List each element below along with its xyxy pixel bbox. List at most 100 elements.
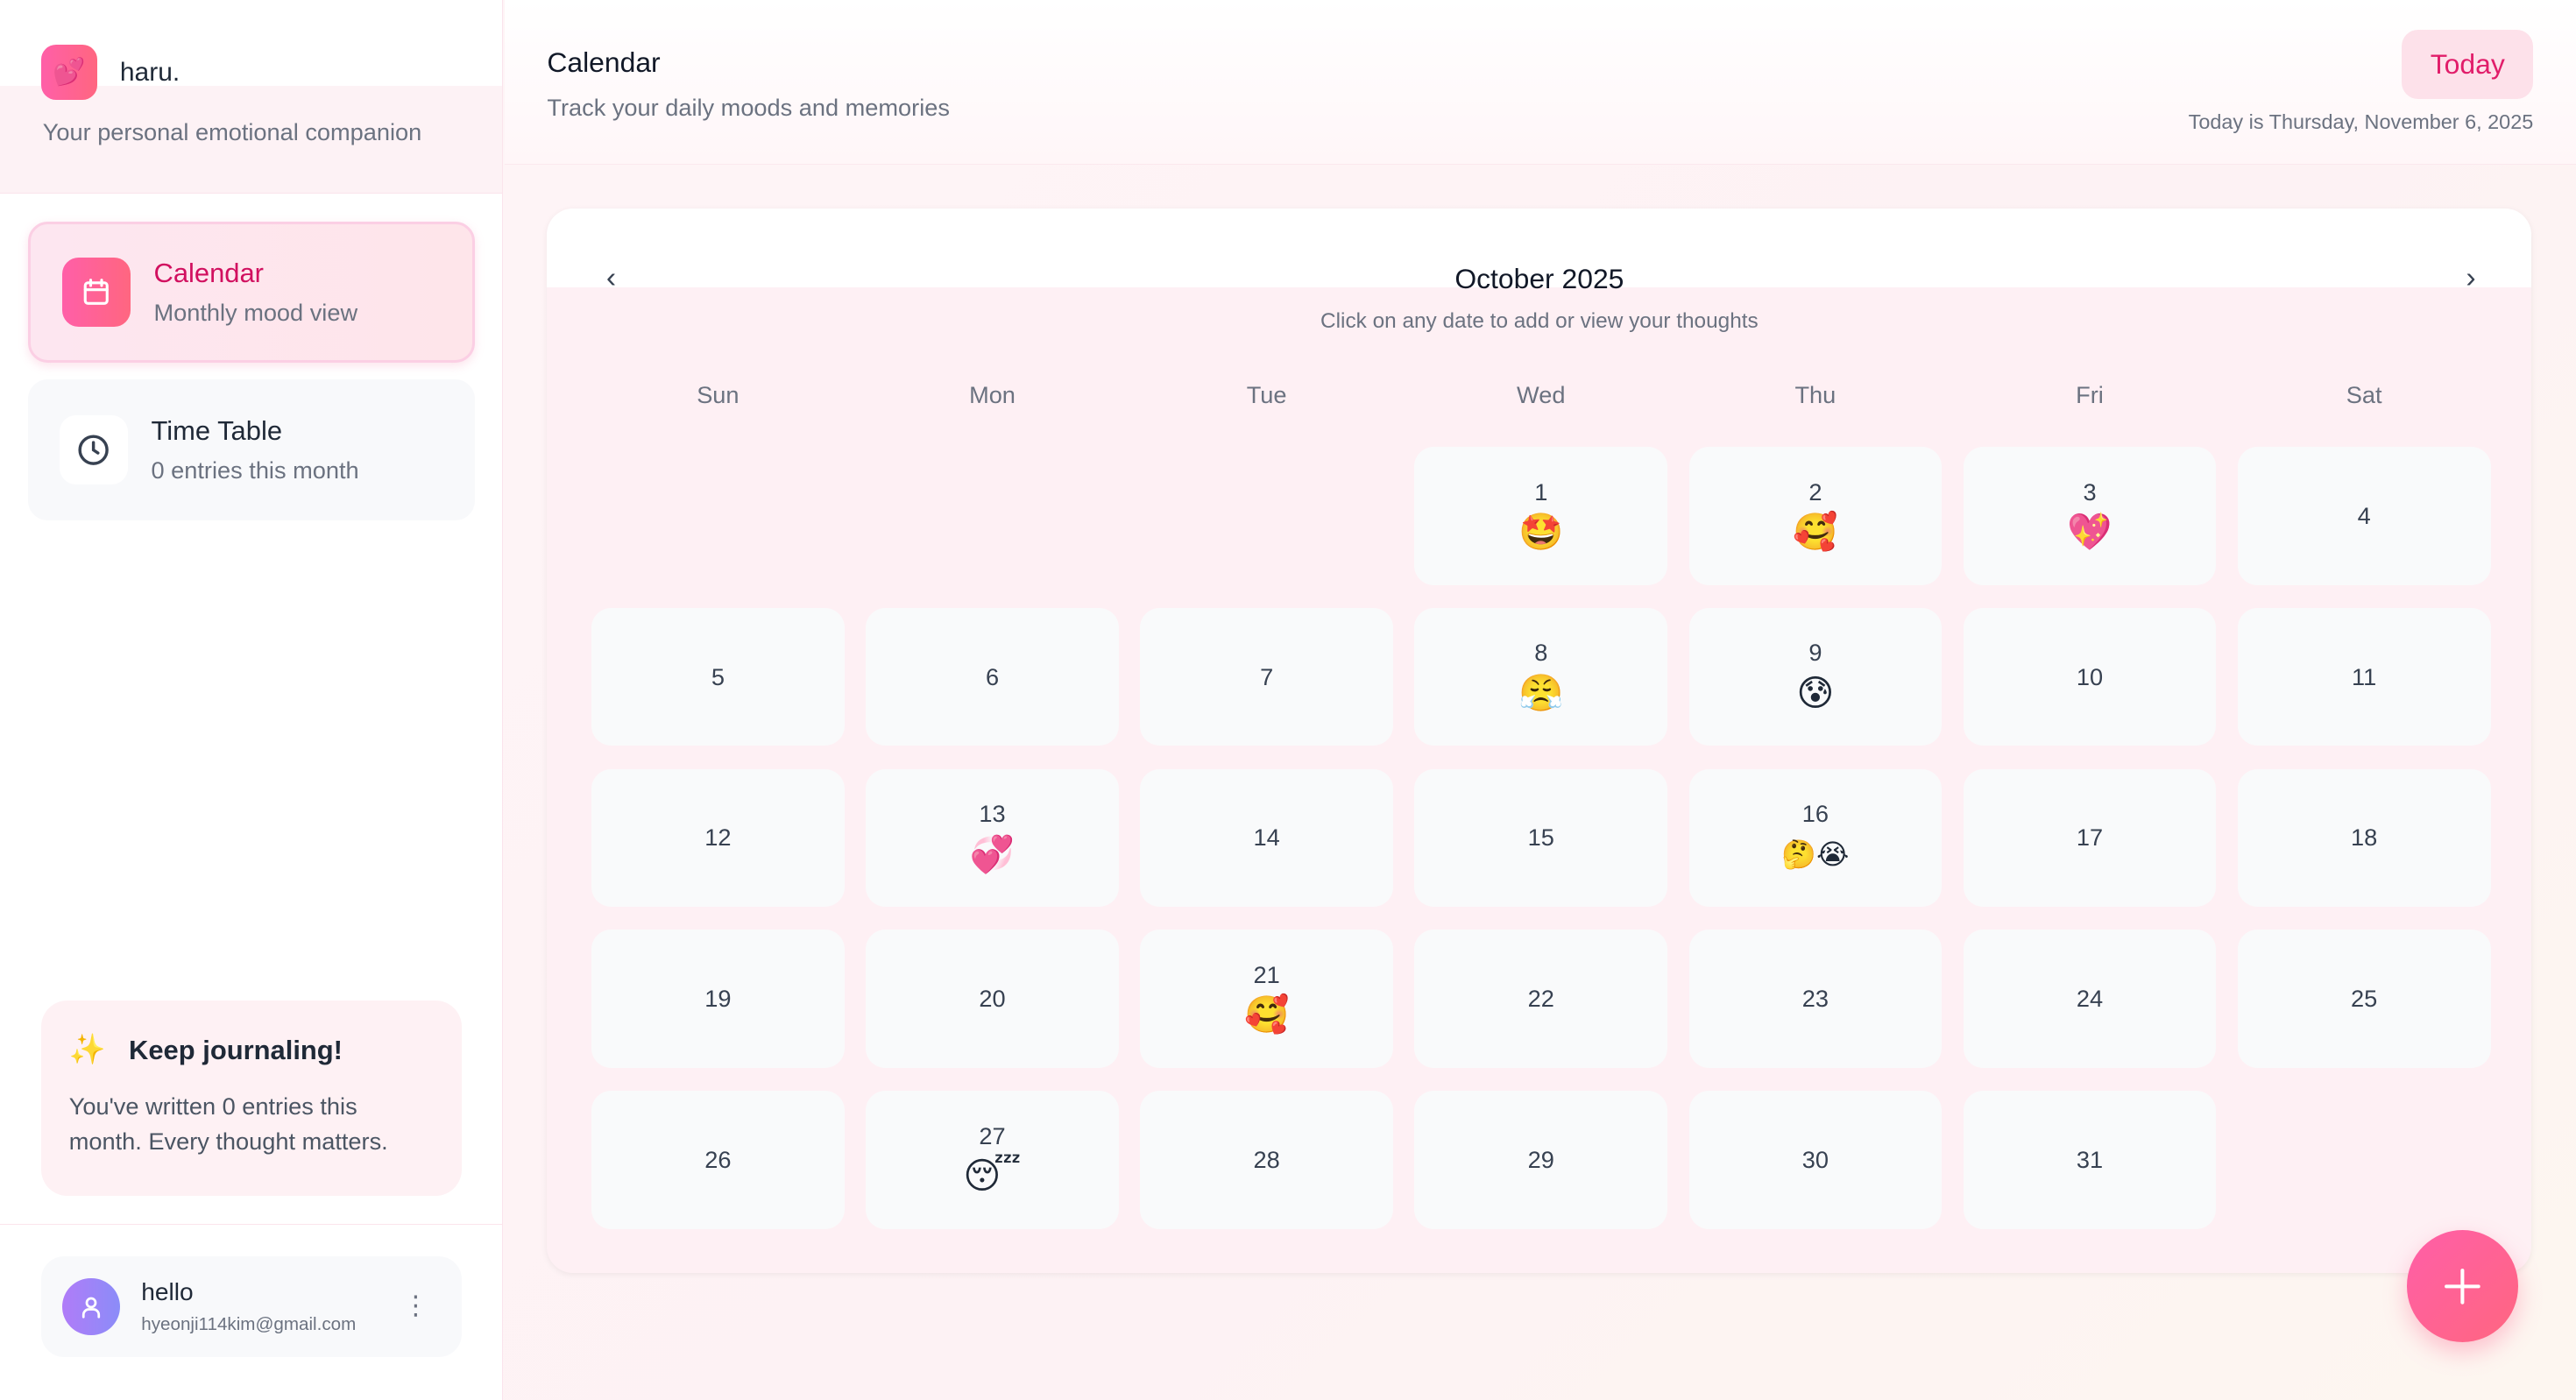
weekday-header: Tue <box>1246 381 1287 408</box>
calendar-day-cell[interactable]: 2 🥰 <box>1688 447 1943 585</box>
mood-emoji-icon: 😤 <box>1518 672 1564 713</box>
day-number: 28 <box>1253 1145 1280 1173</box>
calendar-day-cell[interactable]: 21 🥰 <box>1140 930 1393 1068</box>
calendar-day-cell[interactable]: 8 😤 <box>1414 607 1668 746</box>
sidebar-item-calendar[interactable]: Calendar Monthly mood view <box>27 222 475 364</box>
sparkles-icon: ✨ <box>68 1033 106 1067</box>
day-number: 5 <box>711 662 725 690</box>
brand-band <box>0 85 502 194</box>
calendar-day-cell[interactable]: 3 💖 <box>1963 447 2217 585</box>
calendar-day-cell[interactable]: 26 <box>591 1091 845 1229</box>
weekday-header: Sat <box>2346 381 2382 408</box>
next-month-button[interactable]: › <box>2466 261 2476 295</box>
day-number: 11 <box>2352 662 2377 690</box>
calendar-day-cell[interactable]: 19 <box>591 930 845 1068</box>
calendar-day-cell[interactable]: 10 <box>1963 607 2217 746</box>
calendar-day-cell[interactable]: 24 <box>1963 930 2217 1068</box>
journaling-tip-card: ✨ Keep journaling! You've written 0 entri… <box>40 1000 462 1196</box>
weekday-header: Fri <box>2076 381 2104 408</box>
calendar-day-cell[interactable]: 22 <box>1414 930 1668 1068</box>
weekday-header: Wed <box>1517 381 1566 408</box>
calendar-day-cell[interactable]: 5 <box>591 607 845 746</box>
sidebar: 💕 haru. Your personal emotional companio… <box>0 0 503 1400</box>
calendar-day-cell[interactable]: 12 <box>591 768 845 907</box>
tip-body: You've written 0 entries this month. Eve… <box>68 1092 388 1156</box>
avatar <box>62 1277 120 1336</box>
mood-emoji-icon: 💖 <box>2067 512 2112 553</box>
day-number: 3 <box>2083 477 2097 506</box>
add-entry-button[interactable] <box>2406 1230 2519 1342</box>
mood-emoji-icon: 🥰 <box>1793 512 1838 553</box>
clock-icon <box>59 415 129 485</box>
user-profile[interactable]: hello hyeonji114kim@gmail.com ⋮ <box>40 1256 462 1357</box>
calendar-day-cell[interactable]: 31 <box>1963 1091 2217 1229</box>
day-number: 29 <box>1527 1145 1554 1173</box>
day-number: 15 <box>1527 824 1554 852</box>
day-number: 26 <box>704 1145 732 1173</box>
day-number: 1 <box>1534 477 1548 506</box>
mood-emoji-icon: 🤩 <box>1518 512 1564 553</box>
user-icon <box>81 1297 101 1319</box>
day-number: 16 <box>1801 800 1829 828</box>
day-number: 9 <box>1808 639 1822 667</box>
calendar-day-cell[interactable]: 9 😰 <box>1688 607 1943 746</box>
day-number: 14 <box>1253 824 1280 852</box>
day-number: 7 <box>1260 662 1274 690</box>
calendar-day-cell[interactable]: 13 💞 <box>866 768 1119 907</box>
more-options-icon[interactable]: ⋮ <box>402 1290 429 1320</box>
calendar-day-cell[interactable]: 15 <box>1414 768 1668 907</box>
calendar-icon <box>61 258 131 328</box>
page-header: Calendar Track your daily moods and memo… <box>504 0 2576 165</box>
calendar-day-cell[interactable]: 7 <box>1140 607 1393 746</box>
day-number: 23 <box>1801 985 1829 1012</box>
sidebar-item-sub: 0 entries this month <box>151 456 359 484</box>
sidebar-item-time-table[interactable]: Time Table 0 entries this month <box>27 379 475 521</box>
calendar-day-cell[interactable]: 20 <box>866 930 1119 1068</box>
day-number: 31 <box>2076 1145 2104 1173</box>
calendar-day-cell[interactable]: 28 <box>1140 1091 1393 1229</box>
calendar-day-cell[interactable]: 1 🤩 <box>1414 447 1668 585</box>
mood-emoji-icon: 🥰 <box>1243 994 1290 1036</box>
day-number: 4 <box>2357 501 2371 529</box>
calendar-day-cell[interactable]: 30 <box>1688 1091 1943 1229</box>
app-name: haru. <box>119 57 180 87</box>
day-number: 12 <box>704 824 732 852</box>
day-number: 20 <box>979 985 1006 1012</box>
calendar-day-cell[interactable]: 29 <box>1414 1091 1668 1229</box>
brand-header: 💕 haru. Your personal emotional companio… <box>0 0 502 194</box>
calendar-day-cell[interactable]: 18 <box>2237 768 2491 907</box>
app-tagline: Your personal emotional companion <box>42 118 422 145</box>
calendar-day-cell[interactable]: 23 <box>1688 930 1943 1068</box>
day-number: 2 <box>1808 477 1822 506</box>
day-number: 30 <box>1801 1145 1829 1173</box>
today-button[interactable]: Today <box>2402 29 2534 99</box>
day-number: 13 <box>979 800 1006 828</box>
weekday-header: Thu <box>1794 381 1836 408</box>
calendar-day-cell[interactable]: 16 🤔😭 <box>1688 768 1943 907</box>
user-name: hello <box>141 1277 194 1305</box>
calendar-hint: Click on any date to add or view your th… <box>1320 308 1759 333</box>
day-number: 21 <box>1253 960 1280 988</box>
calendar-day-cell[interactable]: 6 <box>866 607 1119 746</box>
today-date-text: Today is Thursday, November 6, 2025 <box>2188 110 2534 133</box>
weekday-header: Sun <box>697 381 740 408</box>
calendar-day-cell[interactable]: 14 <box>1140 768 1393 907</box>
calendar-card: ‹ October 2025 › Click on any date to ad… <box>547 209 2532 1274</box>
divider <box>0 1223 503 1225</box>
page-subtitle: Track your daily moods and memories <box>547 93 950 121</box>
calendar-day-cell[interactable]: 17 <box>1963 768 2217 907</box>
calendar-day-cell[interactable]: 27 😴 <box>866 1091 1119 1229</box>
page-title: Calendar <box>547 46 661 78</box>
sidebar-item-label: Calendar <box>153 258 264 289</box>
calendar-day-cell[interactable]: 11 <box>2237 607 2491 746</box>
weekday-header: Mon <box>969 381 1016 408</box>
day-number: 27 <box>979 1121 1006 1149</box>
month-title: October 2025 <box>1454 263 1624 294</box>
prev-month-button[interactable]: ‹ <box>605 261 617 295</box>
calendar-day-cell[interactable]: 25 <box>2237 930 2491 1068</box>
mood-emoji-icon: 🤔😭 <box>1781 838 1850 870</box>
mood-emoji-icon: 💞 <box>969 833 1016 874</box>
day-number: 8 <box>1534 639 1548 667</box>
calendar-day-cell[interactable]: 4 <box>2237 447 2491 585</box>
